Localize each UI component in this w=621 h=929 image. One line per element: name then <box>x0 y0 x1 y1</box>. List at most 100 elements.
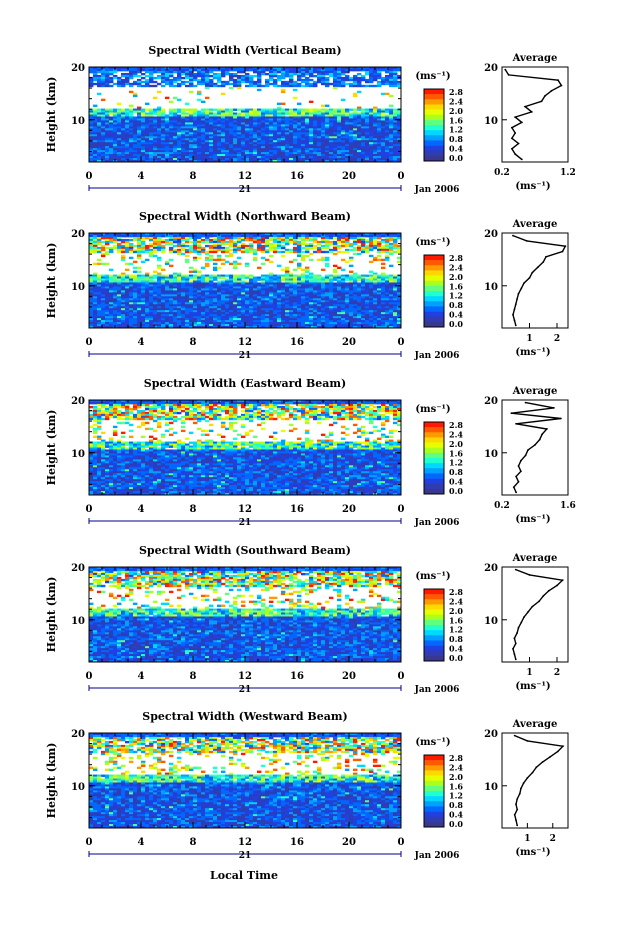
profile-point <box>550 89 553 92</box>
profile-point <box>517 142 520 145</box>
x-tick-label: 8 <box>190 337 197 348</box>
x-tick-label: 12 <box>238 171 252 182</box>
profile-point <box>514 568 517 571</box>
colorbar-tick-label: 2.0 <box>449 106 463 116</box>
y-tick-label: 10 <box>71 116 85 127</box>
colorbar-swatch <box>424 135 444 141</box>
profile-point <box>561 579 564 582</box>
profile-y-tick-label: 20 <box>484 729 498 740</box>
profile-frame <box>501 399 569 496</box>
colorbar-tick-label: 1.2 <box>449 625 463 635</box>
profile-point <box>557 79 559 82</box>
profile-line <box>513 734 565 826</box>
colorbar-swatch <box>424 270 444 276</box>
colorbar-tick-label: 2.4 <box>449 96 463 106</box>
profile-point <box>535 766 538 769</box>
profile-point <box>530 111 533 113</box>
colorbar-swatch <box>424 109 444 116</box>
profile-y-tick-label: 20 <box>484 396 498 407</box>
colorbar-tick-label: 1.6 <box>449 781 463 791</box>
profile-y-tick-label: 20 <box>484 229 498 240</box>
colorbar-frame <box>423 588 445 662</box>
colorbar-tick-label: 2.4 <box>449 262 463 272</box>
colorbar-swatch <box>424 594 444 600</box>
profile-point <box>515 819 517 821</box>
colorbar-unit: (ms⁻¹) <box>415 71 450 82</box>
colorbar-swatch <box>424 94 444 100</box>
colorbar-swatch <box>424 821 444 828</box>
heatmap-field <box>89 233 401 328</box>
profile-title: Average <box>512 386 558 397</box>
profile-point <box>514 324 517 327</box>
profile-point <box>549 755 552 758</box>
profile-point <box>545 255 547 258</box>
profile-point <box>513 734 516 737</box>
colorbar-swatch <box>424 316 444 323</box>
profile-line <box>512 234 567 326</box>
x-tick-label: 0 <box>398 837 405 848</box>
x-tick-label: 8 <box>190 171 197 182</box>
profile-point <box>536 266 539 269</box>
y-axis-label: Height (km) <box>45 410 58 486</box>
colorbar-swatch <box>424 650 444 657</box>
colorbar-swatch <box>424 427 444 433</box>
x-tick-label: 4 <box>138 671 145 682</box>
colorbar-swatch <box>424 442 444 449</box>
profile-point <box>510 412 513 415</box>
profile-point <box>515 491 517 494</box>
heatmap-title: Spectral Width (Vertical Beam) <box>148 44 341 57</box>
x-tick-label: 12 <box>238 337 252 348</box>
profile-point <box>561 250 564 253</box>
profile-point <box>514 132 517 134</box>
colorbar-frame <box>423 254 445 328</box>
x-tick-label: 16 <box>290 837 304 848</box>
profile-title: Average <box>512 553 558 564</box>
heatmap-field <box>89 400 401 495</box>
profile-point <box>516 808 519 811</box>
profile-point <box>524 401 527 404</box>
panel-2: Spectral Width (Eastward Beam) 10 20 0 4 8 12 1… <box>45 377 576 528</box>
profile-point <box>528 574 531 576</box>
colorbar-swatch <box>424 645 444 652</box>
colorbar-tick-label: 1.6 <box>449 115 463 125</box>
y-tick-label: 20 <box>71 229 85 240</box>
colorbar-tick-label: 0.0 <box>449 653 463 663</box>
colorbar-tick-label: 0.4 <box>449 644 463 654</box>
y-tick-label: 10 <box>71 616 85 627</box>
profile-title: Average <box>512 219 558 230</box>
profile-point <box>516 298 518 300</box>
colorbar-unit: (ms⁻¹) <box>415 737 450 748</box>
profile-point <box>520 621 523 624</box>
colorbar-tick-label: 1.6 <box>449 448 463 458</box>
x-tick-label: 20 <box>342 671 356 682</box>
x-axis-label: Local Time <box>210 869 278 882</box>
colorbar-swatch <box>424 614 444 621</box>
profile-y-tick-label: 20 <box>484 63 498 74</box>
profile-frame <box>501 232 569 329</box>
profile-point <box>517 292 520 295</box>
profile-point <box>544 95 546 97</box>
colorbar-swatch <box>424 301 444 307</box>
profile-point <box>560 417 562 420</box>
profile-point <box>524 105 526 108</box>
colorbar-swatch <box>424 599 444 605</box>
colorbar-swatch <box>424 811 444 818</box>
x-tick-label: 0 <box>86 837 93 848</box>
colorbar-swatch <box>424 265 444 271</box>
profile-x-tick-label: 2 <box>554 334 560 344</box>
colorbar-tick-label: 0.8 <box>449 467 463 477</box>
profile-point <box>562 745 564 748</box>
x-tick-label: 12 <box>238 504 252 515</box>
profile-x-tick-label: 2 <box>550 834 556 844</box>
colorbar-swatch <box>424 89 444 95</box>
profile-point <box>556 750 559 753</box>
heatmap-title: Spectral Width (Northward Beam) <box>139 210 351 223</box>
colorbar-swatch <box>424 458 444 464</box>
colorbar-tick-label: 0.0 <box>449 819 463 829</box>
colorbar-frame <box>423 421 445 495</box>
colorbar-frame <box>423 754 445 828</box>
colorbar-swatch <box>424 801 444 807</box>
heatmap-title: Spectral Width (Southward Beam) <box>139 544 351 557</box>
